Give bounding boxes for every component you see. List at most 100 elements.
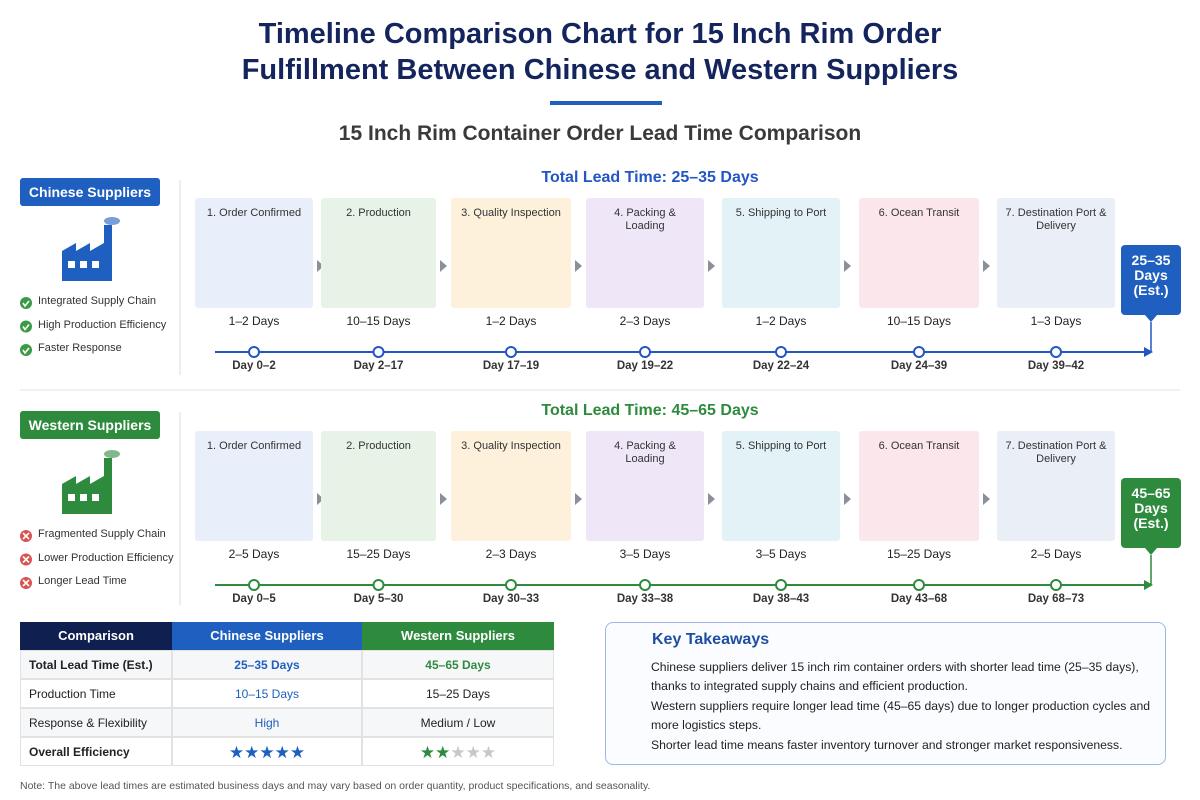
step-arrow bbox=[440, 493, 447, 505]
timeline-node bbox=[775, 579, 787, 591]
rating: ★★★★★ bbox=[229, 738, 305, 767]
step-name: 5. Shipping to Port bbox=[735, 440, 827, 452]
table-header: Western Suppliers bbox=[362, 622, 554, 650]
step-arrow bbox=[844, 260, 851, 272]
step-duration: 10–15 Days bbox=[886, 314, 952, 328]
step-box bbox=[451, 198, 571, 308]
step-arrow bbox=[983, 493, 990, 505]
step-arrow bbox=[983, 260, 990, 272]
factory-window bbox=[80, 261, 87, 268]
star-empty: ★ bbox=[480, 743, 497, 762]
table-cell: Medium / Low bbox=[362, 708, 554, 737]
step-box bbox=[722, 431, 840, 541]
step-days: Day 0–5 bbox=[232, 593, 276, 605]
star-filled: ★ bbox=[228, 743, 245, 762]
feature: Faster Response bbox=[38, 342, 122, 354]
timeline-node bbox=[1050, 579, 1062, 591]
timeline-arrow bbox=[1144, 347, 1153, 357]
step-box bbox=[321, 431, 436, 541]
feature-marker-glyph bbox=[22, 532, 30, 540]
timeline-node bbox=[775, 346, 787, 358]
timeline-node bbox=[372, 579, 385, 591]
title-underline bbox=[550, 101, 662, 105]
step-name: 1. Order Confirmed bbox=[206, 440, 302, 452]
table-header: Chinese Suppliers bbox=[172, 622, 362, 650]
takeaway-item: Western suppliers require longer lead ti… bbox=[651, 699, 1151, 732]
step-duration: 15–25 Days bbox=[886, 547, 952, 561]
step-name: 7. Destination Port & Delivery bbox=[1005, 207, 1107, 232]
badge-pointer bbox=[1145, 315, 1157, 322]
subtitle: 15 Inch Rim Container Order Lead Time Co… bbox=[338, 122, 862, 145]
table-cell: High bbox=[172, 708, 362, 737]
feature-marker-glyph bbox=[22, 555, 30, 564]
timeline-node bbox=[1050, 346, 1062, 358]
step-arrow bbox=[317, 260, 324, 272]
step-days: Day 24–39 bbox=[890, 360, 948, 372]
step-name: 7. Destination Port & Delivery bbox=[1005, 440, 1107, 465]
step-duration: 2–5 Days bbox=[1030, 547, 1082, 561]
smoke bbox=[104, 450, 120, 458]
step-name: 6. Ocean Transit bbox=[878, 207, 960, 219]
total-lead-time: Total Lead Time: 45–65 Days bbox=[541, 402, 759, 419]
table-cell: 15–25 Days bbox=[362, 679, 554, 708]
step-duration: 3–5 Days bbox=[755, 547, 807, 561]
step-days: Day 68–73 bbox=[1027, 593, 1085, 605]
step-name: 1. Order Confirmed bbox=[206, 207, 302, 219]
step-box bbox=[586, 431, 704, 541]
star-filled: ★ bbox=[289, 743, 306, 762]
step-arrow bbox=[708, 260, 715, 272]
timeline-node bbox=[639, 579, 651, 591]
step-duration: 10–15 Days bbox=[346, 314, 411, 328]
step-days: Day 30–33 bbox=[482, 593, 540, 605]
factory-icon bbox=[62, 217, 120, 281]
step-name: 4. Packing & Loading bbox=[614, 207, 676, 232]
step-name: 5. Shipping to Port bbox=[735, 207, 827, 219]
timeline-node bbox=[248, 579, 260, 591]
step-duration: 3–5 Days bbox=[619, 547, 671, 561]
star-filled: ★ bbox=[419, 743, 436, 762]
table-cell: Total Lead Time (Est.) bbox=[20, 650, 172, 679]
step-arrow bbox=[844, 493, 851, 505]
total-lead-time: Total Lead Time: 25–35 Days bbox=[541, 169, 759, 186]
step-days: Day 2–17 bbox=[353, 360, 404, 372]
step-box bbox=[586, 198, 704, 308]
step-days: Day 17–19 bbox=[482, 360, 540, 372]
step-duration: 1–2 Days bbox=[228, 314, 280, 328]
table-cell: ★★★★★ bbox=[362, 737, 554, 766]
feature-marker-glyph bbox=[22, 579, 30, 587]
takeaways-title: Key Takeaways bbox=[652, 631, 770, 648]
feature-marker bbox=[20, 320, 32, 333]
takeaway-item: Chinese suppliers deliver 15 inch rim co… bbox=[651, 660, 1139, 693]
factory-icon bbox=[62, 450, 120, 514]
step-duration: 15–25 Days bbox=[346, 547, 411, 561]
feature-marker-glyph bbox=[22, 300, 30, 308]
step-duration: 1–2 Days bbox=[755, 314, 807, 328]
feature-marker bbox=[20, 344, 32, 356]
feature: Integrated Supply Chain bbox=[38, 295, 157, 307]
step-days: Day 19–22 bbox=[616, 360, 674, 372]
feature-marker-glyph bbox=[22, 324, 30, 331]
smoke bbox=[104, 217, 120, 225]
step-arrow bbox=[575, 493, 582, 505]
star-filled: ★ bbox=[259, 743, 275, 762]
total-badge: 45–65 Days (Est.) bbox=[1121, 478, 1181, 548]
step-duration: 2–3 Days bbox=[619, 314, 671, 328]
step-days: Day 5–30 bbox=[353, 593, 404, 605]
feature-marker-glyph bbox=[22, 347, 30, 355]
star-empty: ★ bbox=[465, 743, 481, 762]
section-label: Western Suppliers bbox=[20, 411, 160, 439]
feature: High Production Efficiency bbox=[38, 318, 167, 331]
step-days: Day 38–43 bbox=[752, 593, 810, 605]
step-arrow bbox=[708, 493, 715, 505]
table-header: Comparison bbox=[20, 622, 172, 650]
step-duration: 2–3 Days bbox=[485, 547, 537, 561]
step-name: 4. Packing & Loading bbox=[614, 440, 676, 465]
feature: Fragmented Supply Chain bbox=[38, 528, 166, 540]
step-box bbox=[321, 198, 436, 308]
factory-body bbox=[62, 225, 112, 281]
takeaways-box bbox=[605, 622, 1166, 765]
timeline-arrow bbox=[1144, 580, 1153, 590]
step-box bbox=[997, 431, 1115, 541]
step-arrow bbox=[440, 260, 447, 272]
